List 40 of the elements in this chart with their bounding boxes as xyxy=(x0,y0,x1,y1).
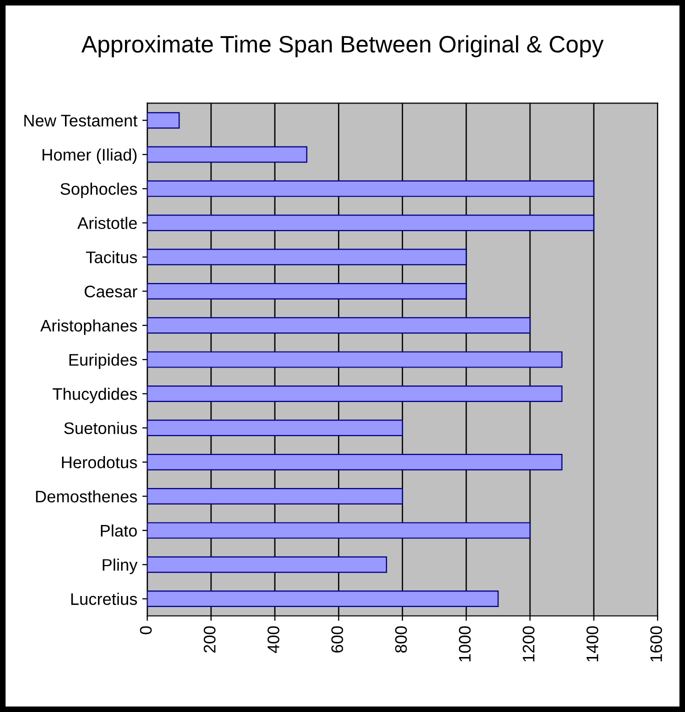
bar xyxy=(147,282,467,300)
bar xyxy=(147,317,531,334)
x-tick-label: 800 xyxy=(395,626,407,653)
y-tick-label: Plato xyxy=(100,524,137,537)
bar xyxy=(147,420,403,436)
y-tick-label: Caesar xyxy=(84,286,138,298)
y-tick-label: Euripides xyxy=(69,354,137,370)
x-tick-label: 200 xyxy=(204,626,216,653)
x-tick-label: 400 xyxy=(268,626,280,654)
x-tick-label: 1600 xyxy=(650,626,662,662)
x-tick-label: 1200 xyxy=(522,626,534,662)
chart-title: Approximate Time Span Between Original & Copy xyxy=(81,35,604,58)
y-tick-label: Suetonius xyxy=(64,422,137,434)
bar xyxy=(147,214,594,232)
bar xyxy=(147,248,467,266)
x-tick-label: 0 xyxy=(140,626,152,634)
y-tick-label: Sophocles xyxy=(60,182,137,198)
bar xyxy=(147,556,388,573)
bar xyxy=(147,112,180,129)
y-tick-label: Tacitus xyxy=(86,250,137,264)
x-tick-label: 600 xyxy=(331,626,344,653)
bar xyxy=(147,454,562,470)
x-tick-label: 1400 xyxy=(586,626,598,662)
bar xyxy=(147,590,499,608)
y-tick-label: Demosthenes xyxy=(36,490,137,502)
bar xyxy=(147,146,308,163)
bar xyxy=(147,180,594,197)
y-tick-label: Aristophanes xyxy=(40,319,137,335)
x-tick-label: 1000 xyxy=(458,626,471,662)
bar xyxy=(147,522,531,539)
y-tick-label: New Testament xyxy=(24,114,138,127)
y-tick-label: Lucretius xyxy=(71,592,137,605)
y-tick-label: Thucydides xyxy=(52,388,137,404)
y-tick-label: Homer (Iliad) xyxy=(42,148,137,164)
bar xyxy=(147,488,403,505)
y-tick-label: Herodotus xyxy=(62,456,137,468)
bar xyxy=(147,385,562,402)
bar xyxy=(147,351,562,368)
y-tick-label: Pliny xyxy=(102,558,138,574)
y-tick-label: Aristotle xyxy=(77,216,137,230)
